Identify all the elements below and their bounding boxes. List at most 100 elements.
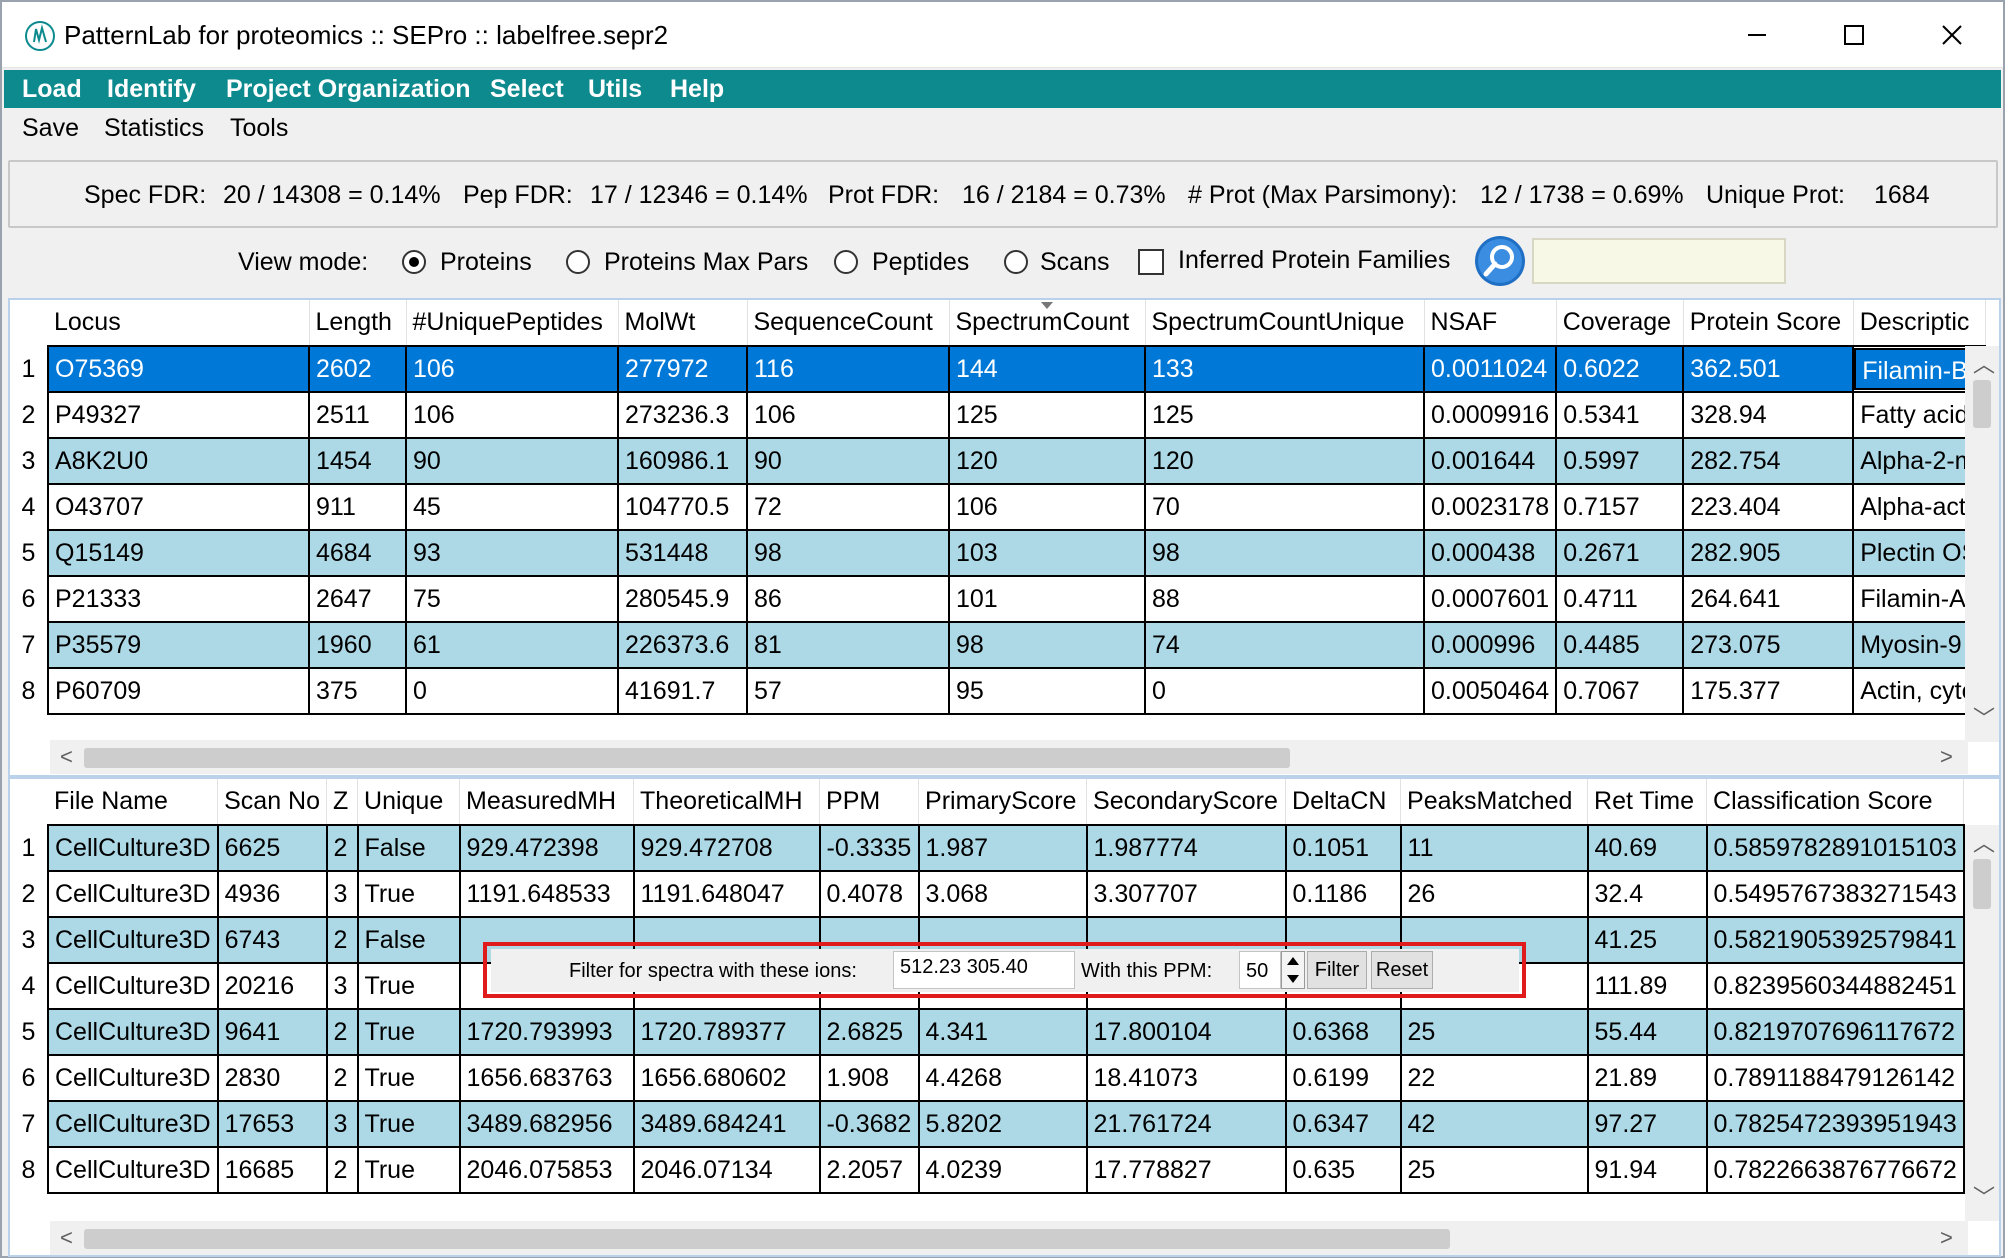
cell-theoreticalmh[interactable]: 3489.684241 [632,1100,821,1148]
radio-proteins-label[interactable]: Proteins [440,248,532,276]
column-header-primaryscore[interactable]: PrimaryScore [918,779,1088,825]
cell-length[interactable]: 4684 [308,529,407,577]
stepper-up-icon[interactable] [1282,952,1304,970]
cell-deltacn[interactable]: 0.6199 [1284,1054,1402,1102]
column-header-unique[interactable]: Unique [357,779,461,825]
cell-uniquepeptides[interactable]: 106 [405,391,619,439]
cell-classification-score[interactable]: 0.7822663876776672 [1705,1146,1965,1194]
cell-z[interactable]: 2 [325,916,359,964]
cell-ret-time[interactable]: 21.89 [1586,1054,1708,1102]
cell-spectrumcount[interactable]: 103 [948,529,1146,577]
psm-grid[interactable]: File Name Scan No Z Unique MeasuredMH Theoret… [8,777,2001,1257]
cell-scan-no[interactable]: 16685 [216,1146,328,1194]
ppm-input[interactable]: 50 [1239,951,1281,989]
table-row[interactable]: 2 P49327 2511 106 273236.3 106 125 125 0.0009916… [10,391,1987,439]
cell-measuredmh[interactable]: 1656.683763 [458,1054,635,1102]
column-header-length[interactable]: Length [309,300,407,346]
cell-nsaf[interactable]: 0.0023178 [1422,483,1558,531]
search-input[interactable] [1532,238,1786,284]
cell-theoreticalmh[interactable]: 1191.648047 [632,870,821,918]
cell-theoreticalmh[interactable]: 929.472708 [632,824,821,872]
column-header-theoreticalmh[interactable]: TheoreticalMH [633,779,821,825]
scroll-right-icon[interactable]: > [1940,744,1953,769]
cell-z[interactable]: 3 [325,870,359,918]
table-row[interactable]: 3 CellCulture3D 6743 2 False 41.25 0.582190539… [10,916,1965,964]
cell-ret-time[interactable]: 55.44 [1586,1008,1708,1056]
column-header-deltacn[interactable]: DeltaCN [1285,779,1402,825]
cell-nsaf[interactable]: 0.0011024 [1422,345,1558,393]
cell-deltacn[interactable]: 0.1186 [1284,870,1402,918]
radio-scans-label[interactable]: Scans [1040,248,1110,276]
column-header-molwt[interactable]: MolWt [618,300,748,346]
cell-ppm[interactable]: -0.3335 [818,824,920,872]
cell-z[interactable]: 3 [325,1100,359,1148]
column-header-coverage[interactable]: Coverage [1556,300,1684,346]
row-number[interactable]: 5 [10,1009,48,1055]
cell-ppm[interactable]: 2.6825 [818,1008,920,1056]
cell-primaryscore[interactable]: 1.987 [917,824,1088,872]
cell-nsaf[interactable]: 0.0009916 [1422,391,1558,439]
cell-file-name[interactable]: CellCulture3D [47,916,219,964]
cell-nsaf[interactable]: 0.000438 [1422,529,1558,577]
stepper-down-icon[interactable] [1282,970,1304,988]
cell-nsaf[interactable]: 0.001644 [1422,437,1558,485]
cell-length[interactable]: 911 [308,483,407,531]
cell-locus[interactable]: A8K2U0 [47,437,310,485]
cell-sequencecount[interactable]: 86 [746,575,950,623]
cell-peaksmatched[interactable]: 25 [1399,1008,1589,1056]
cell-unique[interactable]: True [356,962,461,1010]
cell-scan-no[interactable]: 4936 [216,870,328,918]
cell-spectrumcount[interactable]: 144 [948,345,1146,393]
cell-coverage[interactable]: 0.7067 [1555,667,1685,715]
menu-load[interactable]: Load [22,75,82,103]
cell-measuredmh[interactable]: 929.472398 [458,824,635,872]
scroll-up-icon[interactable]: ︿ [1973,352,1996,377]
cell-spectrumcountunique[interactable]: 120 [1144,437,1425,485]
cell-ret-time[interactable]: 41.25 [1586,916,1708,964]
cell-protein-score[interactable]: 328.94 [1682,391,1855,439]
cell-molwt[interactable]: 104770.5 [617,483,748,531]
table-row[interactable]: 6 CellCulture3D 2830 2 True 1656.683763 1656.6… [10,1054,1965,1102]
cell-protein-score[interactable]: 223.404 [1682,483,1855,531]
cell-molwt[interactable]: 273236.3 [617,391,748,439]
column-header-peaksmatched[interactable]: PeaksMatched [1400,779,1589,825]
menu-save[interactable]: Save [22,114,79,142]
cell-descriptic[interactable]: Alpha-2-m [1852,437,1987,485]
cell-coverage[interactable]: 0.7157 [1555,483,1685,531]
cell-sequencecount[interactable]: 72 [746,483,950,531]
cell-classification-score[interactable]: 0.8219707696117672 [1705,1008,1965,1056]
menu-statistics[interactable]: Statistics [104,114,205,142]
cell-measuredmh[interactable]: 1720.793993 [458,1008,635,1056]
cell-uniquepeptides[interactable]: 75 [405,575,619,623]
column-header-spectrumcountunique[interactable]: SpectrumCountUnique [1145,300,1425,346]
row-number[interactable]: 8 [10,1147,48,1193]
cell-spectrumcountunique[interactable]: 133 [1144,345,1425,393]
cell-protein-score[interactable]: 362.501 [1682,345,1855,393]
cell-secondaryscore[interactable]: 1.987774 [1085,824,1287,872]
cell-file-name[interactable]: CellCulture3D [47,870,219,918]
cell-ret-time[interactable]: 40.69 [1586,824,1708,872]
row-number[interactable]: 1 [10,346,48,392]
cell-secondaryscore[interactable]: 17.778827 [1085,1146,1287,1194]
cell-ppm[interactable]: -0.3682 [818,1100,920,1148]
menu-utils[interactable]: Utils [588,75,643,103]
radio-proteins-max-pars[interactable] [566,250,590,274]
scroll-down-icon[interactable]: ﹀ [1973,706,1996,731]
cell-locus[interactable]: Q15149 [47,529,310,577]
inferred-families-label[interactable]: Inferred Protein Families [1178,246,1451,274]
column-header-classification-score[interactable]: Classification Score [1706,779,1965,825]
scroll-up-icon[interactable]: ︿ [1973,831,1996,856]
column-header-spectrumcount[interactable]: SpectrumCount [949,300,1146,346]
column-header-protein-score[interactable]: Protein Score [1683,300,1854,346]
table-row[interactable]: 6 P21333 2647 75 280545.9 86 101 88 0.0007601 0.4… [10,575,1987,623]
cell-locus[interactable]: P60709 [47,667,310,715]
cell-unique[interactable]: False [356,824,461,872]
cell-unique[interactable]: False [356,916,461,964]
row-number[interactable]: 3 [10,917,48,963]
cell-molwt[interactable]: 277972 [617,345,748,393]
cell-protein-score[interactable]: 282.754 [1682,437,1855,485]
cell-file-name[interactable]: CellCulture3D [47,1100,219,1148]
protein-vscroll-thumb[interactable] [1973,380,1991,428]
cell-spectrumcountunique[interactable]: 0 [1144,667,1425,715]
cell-z[interactable]: 2 [325,824,359,872]
